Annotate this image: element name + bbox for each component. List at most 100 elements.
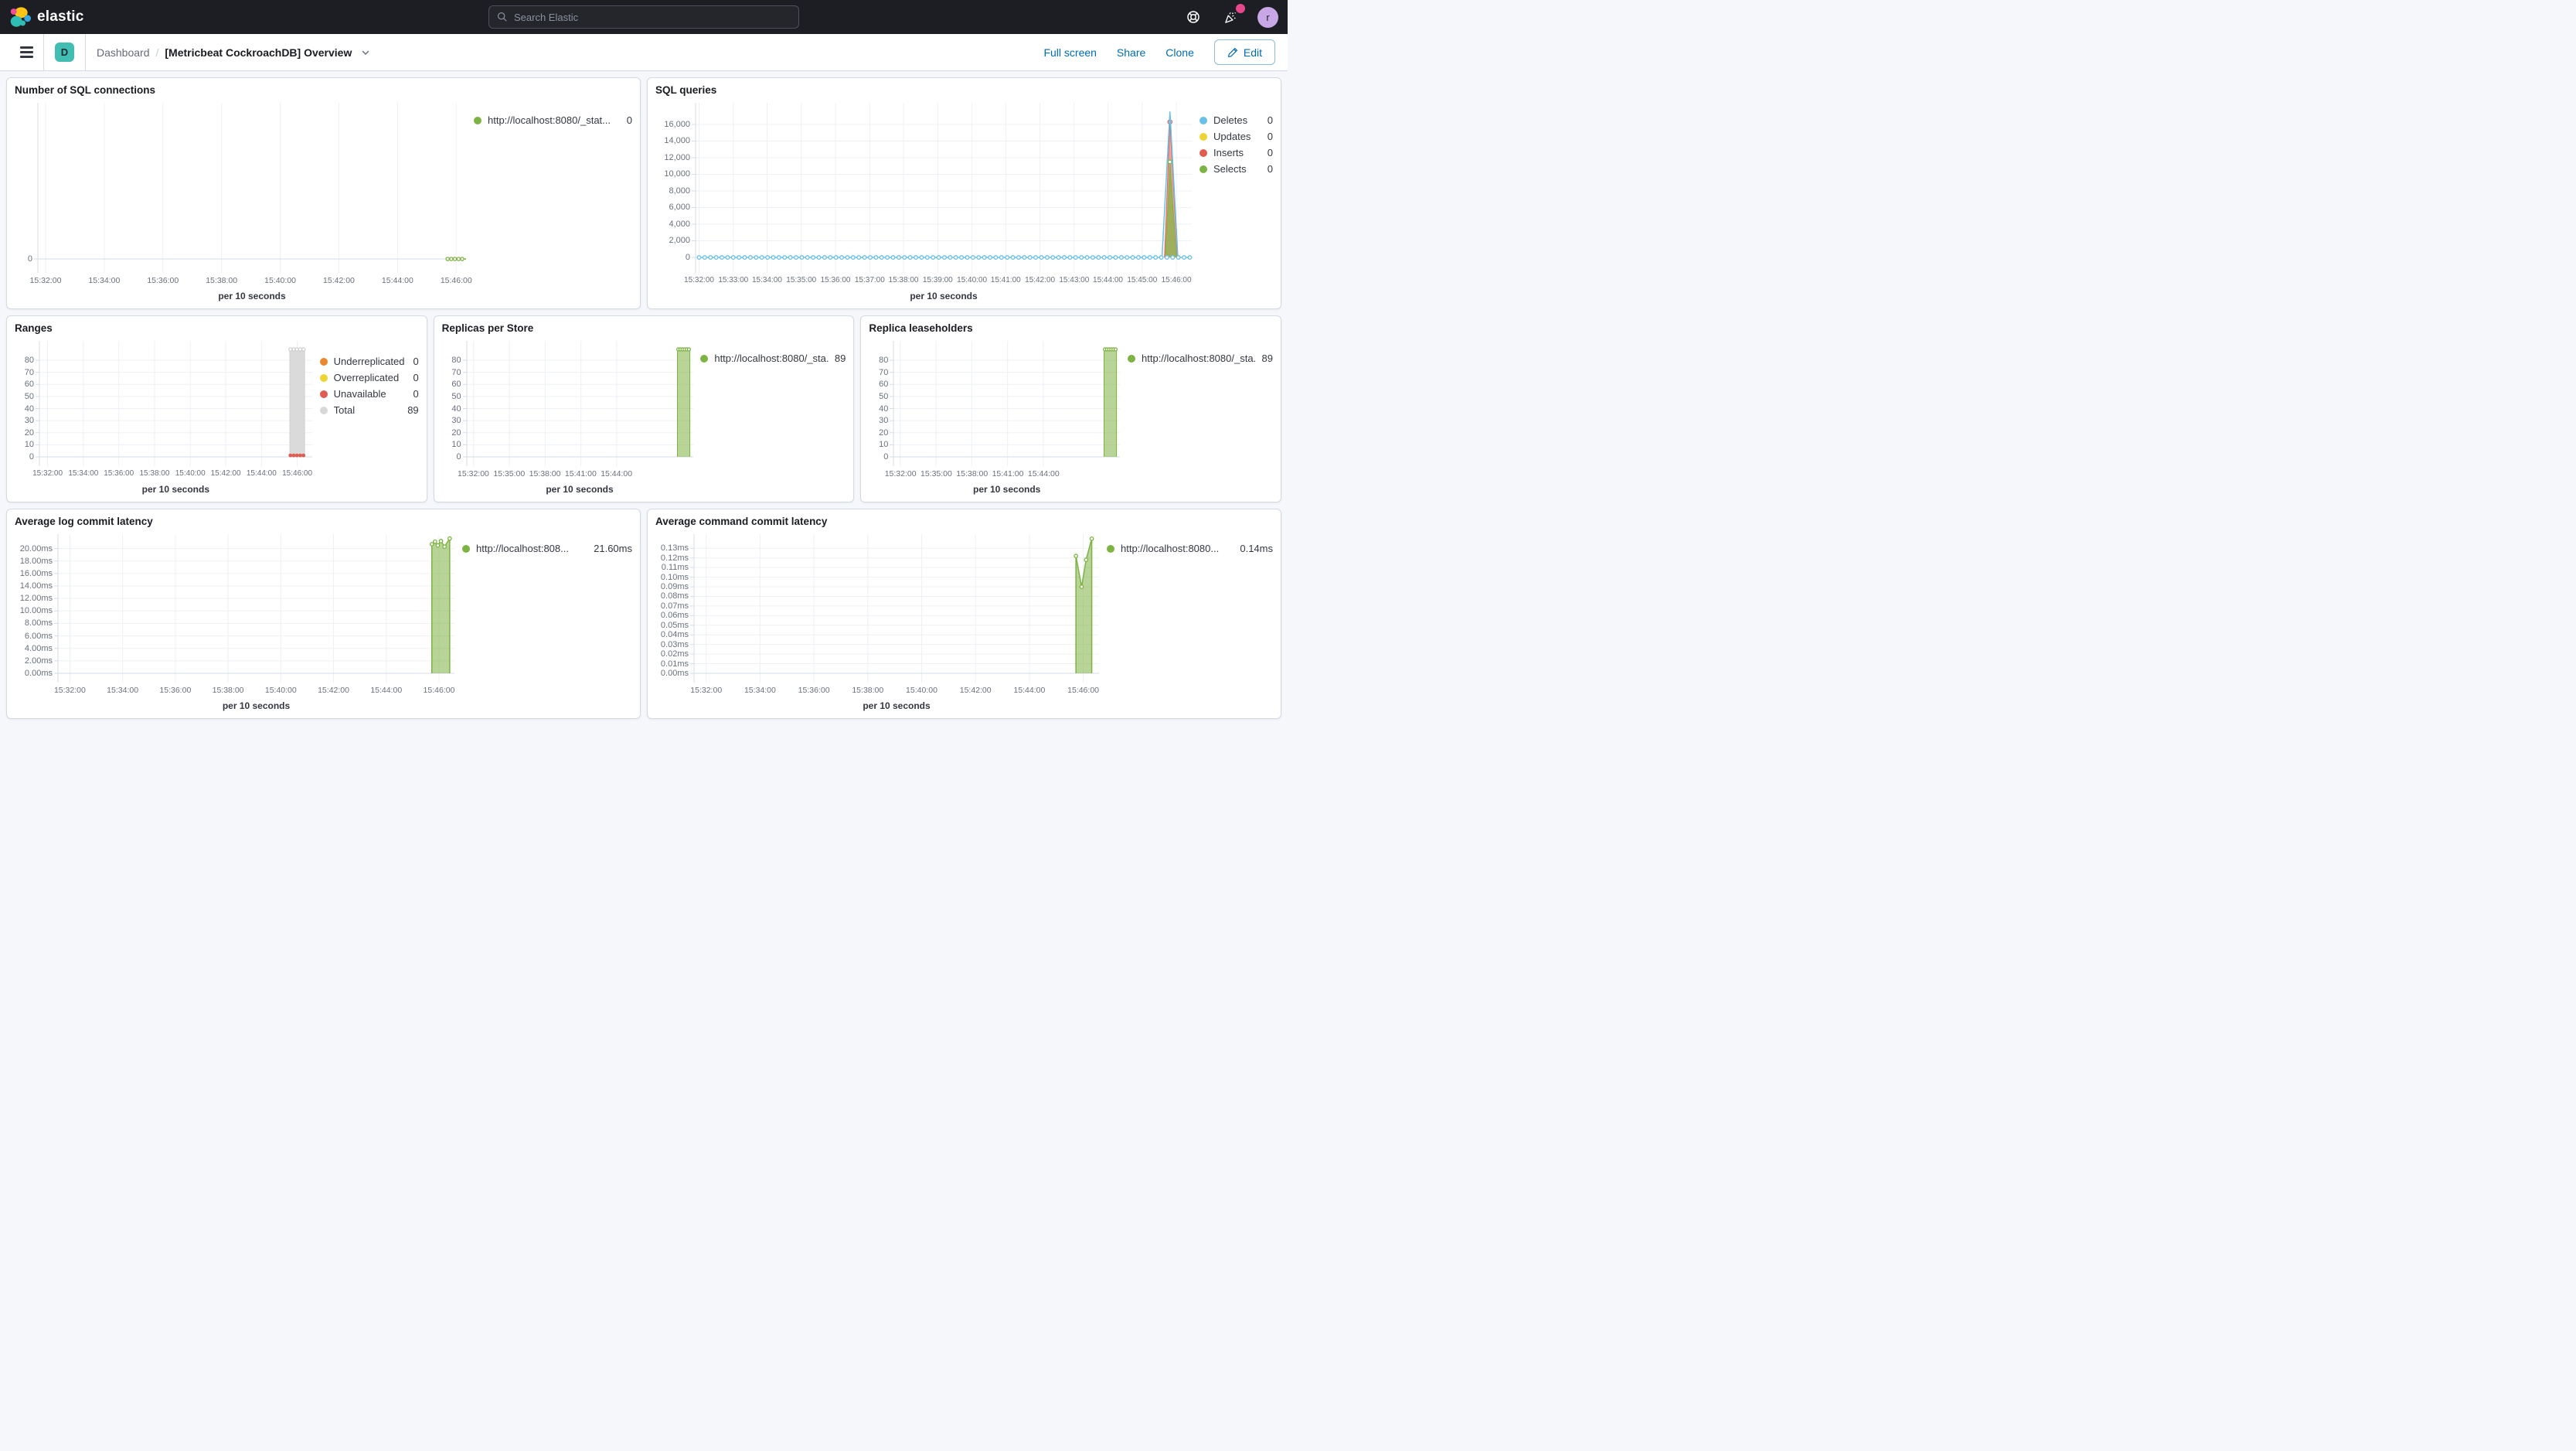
y-tick-label: 0.07ms xyxy=(660,601,689,611)
x-tick-label: 15:46:00 xyxy=(282,469,313,478)
y-axis: 0 10 20 30 40 50 60 70 80 xyxy=(442,341,467,496)
x-tick-label: 15:44:00 xyxy=(370,686,403,695)
x-tick-label: 15:38:00 xyxy=(212,686,244,695)
title-menu-button[interactable] xyxy=(361,48,370,57)
x-tick-label: 15:40:00 xyxy=(957,276,988,284)
legend-item[interactable]: Updates 0 xyxy=(1200,128,1273,145)
chart-area: 0 15:32:00 15:34:00 15:36:00 15:38:00 15:40:0… xyxy=(15,103,632,302)
y-tick-label: 50 xyxy=(879,391,889,401)
chart-canvas xyxy=(692,103,1193,273)
logo-wordmark: elastic xyxy=(37,9,84,25)
y-tick-label: 0.12ms xyxy=(660,553,689,563)
chart-legend: http://localhost:808... 21.60ms xyxy=(454,534,632,712)
legend-value: 0.14ms xyxy=(1240,543,1273,554)
y-tick-label: 12.00ms xyxy=(19,594,53,604)
dashboard-app-badge[interactable]: D xyxy=(55,43,74,62)
legend-label: Underreplicated xyxy=(333,356,405,367)
legend-label: Updates xyxy=(1213,131,1251,142)
y-tick-label: 60 xyxy=(451,380,461,390)
share-button[interactable]: Share xyxy=(1116,46,1146,59)
y-tick-label: 0.01ms xyxy=(660,659,689,669)
x-axis: 15:32:00 15:34:00 15:36:00 15:38:00 15:40:00… xyxy=(30,276,472,288)
clone-button[interactable]: Clone xyxy=(1165,46,1194,59)
x-tick-label: 15:34:00 xyxy=(107,686,139,695)
avatar-initial: r xyxy=(1266,11,1270,23)
legend-dot-icon xyxy=(319,373,328,382)
y-tick-label: 0 xyxy=(29,452,34,462)
panel-title: Average command commit latency xyxy=(655,516,828,527)
chart-canvas xyxy=(690,534,1099,683)
x-tick-label: 15:37:00 xyxy=(854,276,885,284)
legend-item[interactable]: Underreplicated 0 xyxy=(319,353,419,370)
x-tick-label: 15:35:00 xyxy=(786,276,817,284)
panel-average-log-commit-latency: Average log commit latency 0.00ms 2.00ms 4.… xyxy=(6,509,641,719)
menu-button[interactable] xyxy=(12,34,43,70)
panel-sql-queries: SQL queries 0 2,000 4,000 6,000 8,000 10,000 12… xyxy=(647,77,1281,309)
panel-title: Replicas per Store xyxy=(441,322,534,334)
legend-label: Inserts xyxy=(1213,147,1244,158)
y-tick-label: 0.11ms xyxy=(661,563,689,573)
legend-label: http://localhost:8080... xyxy=(1121,543,1220,554)
chart-canvas xyxy=(34,103,466,273)
x-tick-label: 15:42:00 xyxy=(323,276,355,285)
full-screen-button[interactable]: Full screen xyxy=(1043,46,1097,59)
legend-value: 89 xyxy=(1261,353,1274,364)
x-tick-label: 15:38:00 xyxy=(529,469,561,479)
legend-item[interactable]: Unavailable 0 xyxy=(319,386,419,402)
legend-dot-icon xyxy=(1200,148,1207,157)
help-icon xyxy=(1187,11,1200,23)
y-tick-label: 4,000 xyxy=(669,219,690,229)
y-tick-label: 14,000 xyxy=(664,136,690,146)
x-tick-label: 15:36:00 xyxy=(820,276,851,284)
x-tick-label: 15:44:00 xyxy=(1093,276,1123,284)
legend-item[interactable]: http://localhost:8080/_sta... 89 xyxy=(1128,350,1273,366)
y-tick-label: 20 xyxy=(879,427,889,438)
legend-item[interactable]: Total 89 xyxy=(319,402,419,418)
legend-item[interactable]: Selects 0 xyxy=(1200,161,1273,177)
search-input[interactable]: Search Elastic xyxy=(488,5,799,29)
y-tick-label: 0.06ms xyxy=(660,611,689,621)
legend-dot-icon xyxy=(462,544,470,553)
y-tick-label: 70 xyxy=(879,367,889,377)
y-tick-label: 16.00ms xyxy=(19,568,53,578)
edit-button[interactable]: Edit xyxy=(1213,39,1275,65)
x-axis: 15:32:00 15:34:00 15:36:00 15:38:00 15:40:00… xyxy=(32,469,313,482)
legend-dot-icon xyxy=(700,354,709,363)
y-tick-label: 18.00ms xyxy=(19,556,53,566)
chart-canvas xyxy=(36,341,312,466)
chart-legend: http://localhost:8080... 0.14ms xyxy=(1099,534,1273,712)
y-tick-label: 10,000 xyxy=(664,169,690,179)
legend-dot-icon xyxy=(319,357,328,366)
y-tick-label: 0.00ms xyxy=(24,669,53,678)
legend-item[interactable]: Inserts 0 xyxy=(1200,145,1273,161)
x-tick-label: 15:32:00 xyxy=(29,276,62,285)
legend-item[interactable]: http://localhost:808... 21.60ms xyxy=(462,540,632,557)
legend-value: 0 xyxy=(413,388,419,400)
x-axis: 15:32:00 15:35:00 15:38:00 15:41:00 15:44:00 xyxy=(458,469,693,482)
help-button[interactable] xyxy=(1183,7,1203,27)
chart-legend: http://localhost:8080/_sta... 89 xyxy=(692,341,846,496)
legend-dot-icon xyxy=(1128,354,1136,363)
y-axis: 0 10 20 30 40 50 60 70 80 xyxy=(15,341,39,496)
legend-item[interactable]: Overreplicated 0 xyxy=(319,370,419,386)
y-tick-label: 50 xyxy=(451,391,461,401)
elastic-logo-icon xyxy=(10,7,31,27)
plot-region xyxy=(36,341,312,466)
x-tick-label: 15:44:00 xyxy=(601,469,633,479)
divider xyxy=(43,34,44,70)
y-tick-label: 10 xyxy=(879,440,889,450)
y-tick-label: 0.09ms xyxy=(660,582,689,592)
legend-item[interactable]: Deletes 0 xyxy=(1200,112,1273,128)
user-avatar[interactable]: r xyxy=(1257,6,1278,28)
legend-item[interactable]: http://localhost:8080/_stat... 0 xyxy=(474,112,632,128)
legend-label: Deletes xyxy=(1213,114,1248,126)
legend-item[interactable]: http://localhost:8080/_sta... 89 xyxy=(700,350,846,366)
legend-item[interactable]: http://localhost:8080... 0.14ms xyxy=(1107,540,1273,557)
legend-label: Overreplicated xyxy=(333,372,400,383)
legend-label: http://localhost:808... xyxy=(476,543,569,554)
legend-value: 0 xyxy=(1267,147,1273,158)
newsfeed-button[interactable] xyxy=(1220,4,1245,27)
breadcrumb-dashboard[interactable]: Dashboard xyxy=(97,46,150,59)
elastic-logo[interactable]: elastic xyxy=(9,6,84,28)
chevron-down-icon xyxy=(362,50,369,55)
